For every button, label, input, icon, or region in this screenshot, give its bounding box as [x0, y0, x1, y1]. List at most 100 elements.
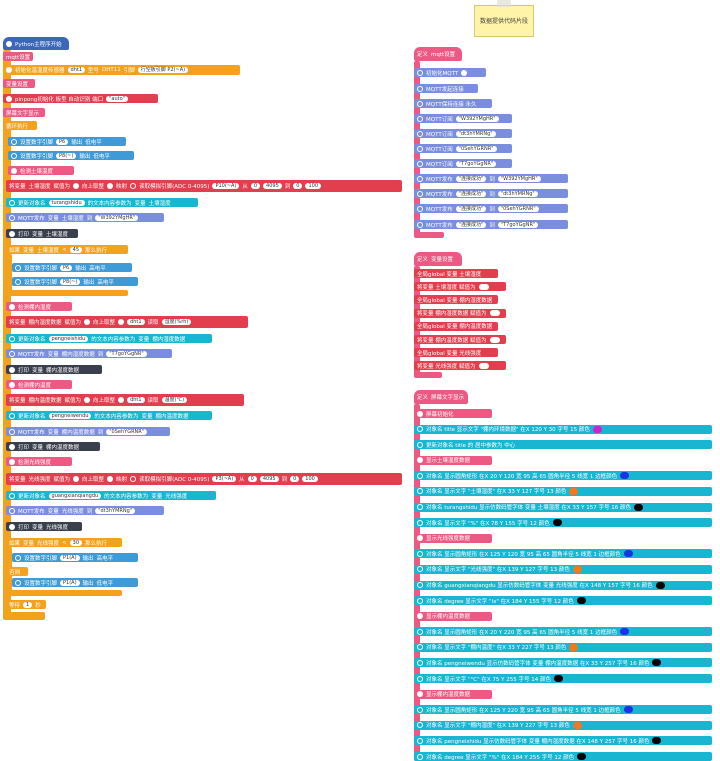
value-input[interactable]: [489, 310, 500, 317]
obj-input[interactable]: turangshidu: [48, 199, 85, 206]
set-var-block[interactable]: 将变量 棚内湿度数据 赋值为: [414, 308, 506, 318]
type-dropdown[interactable]: DHT11: [102, 67, 121, 73]
topic-input[interactable]: "dt3hYMRNg": [95, 507, 136, 514]
screen-object-block[interactable]: 对象名 title 显示文字 "棚内环境数据" 在X 120 Y 30 字号 1…: [414, 424, 712, 434]
obj-input[interactable]: pengneiwendu: [48, 412, 92, 419]
comment-air-hum[interactable]: 检测棚内湿度: [6, 302, 72, 311]
color-swatch[interactable]: [569, 643, 579, 651]
update-turangshidu[interactable]: 更新对象名 turangshidu 的文本内容参数为 变量 土壤湿度: [6, 198, 198, 207]
set-var-block[interactable]: 将变量 土壤湿度 赋值为: [414, 282, 506, 292]
color-swatch[interactable]: [576, 597, 586, 605]
set-pin-p1-high[interactable]: 设置数字引脚 P1(A) 输出 高电平: [12, 553, 138, 562]
var-dropdown[interactable]: 光线强度: [61, 508, 84, 515]
color-swatch[interactable]: [620, 472, 630, 480]
round-dropdown[interactable]: 向上取整: [93, 398, 116, 404]
level-dropdown[interactable]: 低电平: [93, 153, 110, 160]
print-air-hum[interactable]: 打印 变量 棚内湿度数据: [6, 365, 102, 374]
level-dropdown[interactable]: 低电平: [85, 139, 102, 146]
set-pin-p8-high[interactable]: 设置数字引脚 P8(~) 输出 高电平: [12, 277, 138, 286]
update-pengneiwendu[interactable]: 更新对象名 pengneiwendu 的文本内容参数为 变量 棚内温度数据: [6, 411, 212, 420]
topic-input[interactable]: "dt3hYMRNg": [455, 130, 496, 137]
dht-name-pill[interactable]: dht1: [127, 319, 145, 325]
comment-block[interactable]: 显示棚内温度数据: [414, 611, 492, 621]
dht-name-pill[interactable]: dht1: [127, 397, 145, 403]
color-swatch[interactable]: [652, 659, 662, 667]
color-swatch[interactable]: [652, 737, 662, 745]
gear-icon[interactable]: [461, 69, 468, 76]
color-swatch[interactable]: [577, 753, 587, 760]
color-swatch[interactable]: [592, 425, 602, 433]
var-dropdown[interactable]: 棚内温度数据: [28, 398, 62, 404]
pin-dropdown[interactable]: P1(A): [60, 579, 80, 586]
mqtt-connect[interactable]: MQTT发起连接: [414, 84, 478, 93]
print-soil[interactable]: 打印 变量 土壤湿度: [6, 229, 78, 238]
mqtt-keepalive[interactable]: MQTT保持连接 永久: [414, 99, 492, 108]
screen-object-block[interactable]: 对象名 显示圆角矩形 在X 125 Y 120 宽 95 高 65 圆角半径 5…: [414, 549, 712, 559]
def-var-hat[interactable]: 定义 变量设置: [414, 252, 462, 266]
update-pengneishidu[interactable]: 更新对象名 pengneishidu 的文本内容参数为 变量 棚内湿度数据: [6, 334, 212, 343]
print-light[interactable]: 打印 变量 光线强度: [6, 522, 82, 531]
dht-name-pill[interactable]: dht1: [67, 67, 85, 73]
obj-input[interactable]: guangxianqiangdu: [48, 492, 102, 499]
msg-input[interactable]: "连接成功": [455, 221, 487, 228]
topic-input[interactable]: "dt3hYMRNg": [497, 190, 538, 197]
set-pin-p6-high[interactable]: 设置数字引脚 P6 输出 高电平: [12, 263, 132, 272]
set-pin-p1-low[interactable]: 设置数字引脚 P1(A) 输出 低电平: [12, 578, 138, 587]
var-dropdown[interactable]: 土壤湿度: [28, 184, 51, 190]
mqtt-publish-4[interactable]: MQTT发布 "连接成功" 到 "T7goYGgNR": [414, 220, 568, 229]
round-dropdown[interactable]: 向上取整: [82, 184, 105, 190]
set-pin-p8-low[interactable]: 设置数字引脚 P8(~) 输出 低电平: [8, 151, 134, 160]
comment-block[interactable]: 屏幕初始化: [414, 409, 492, 418]
call-var-settings[interactable]: 变量设置: [3, 79, 35, 88]
if-soil[interactable]: 如果 变量 土壤湿度 < 45 那么执行: [6, 245, 128, 254]
var-dropdown[interactable]: 土壤湿度: [46, 231, 69, 238]
dht-init-block[interactable]: 初始化温湿度传感器 dht1 型号 DHT11 引脚 行空板引脚 P2(~A): [3, 65, 240, 75]
round-dropdown[interactable]: 向上取整: [82, 477, 105, 483]
python-main-start-hat[interactable]: Python主程序开始: [3, 37, 69, 50]
screen-object-block[interactable]: 对象名 显示文字 "土壤湿度" 在X 33 Y 127 字号 13 颜色: [414, 486, 712, 496]
screen-object-block[interactable]: 对象名 显示文字 "°C" 在X 75 Y 255 字号 14 颜色: [414, 674, 712, 684]
color-swatch[interactable]: [623, 706, 633, 714]
comment-block[interactable]: 显示光线强度数据: [414, 533, 492, 543]
num-input[interactable]: 0: [247, 476, 257, 482]
var-dropdown[interactable]: 光线强度: [165, 493, 188, 500]
color-swatch[interactable]: [552, 519, 562, 527]
round-dropdown[interactable]: 向上取整: [93, 320, 116, 326]
def-screen-hat[interactable]: 定义 屏幕文字显示: [414, 390, 468, 404]
pinpong-init-block[interactable]: pinpong初始化 板型 自动识别 端口 "auto": [3, 94, 158, 103]
var-dropdown[interactable]: 棚内温度数据: [61, 429, 95, 436]
topic-input[interactable]: "T7goYGgNR": [497, 221, 539, 228]
screen-object-block[interactable]: 对象名 degree 显示文字 "lx" 在X 184 Y 155 字号 12 …: [414, 596, 712, 606]
level-dropdown[interactable]: 低电平: [96, 580, 114, 587]
screen-object-block[interactable]: 对象名 显示文字 "%" 在X 78 Y 155 字号 12 颜色: [414, 518, 712, 528]
level-dropdown[interactable]: 高电平: [89, 265, 106, 272]
mqtt-publish-soil[interactable]: MQTT发布 变量 土壤湿度 到 "W392YMgHR": [6, 213, 164, 222]
mqtt-subscribe-2[interactable]: MQTT订阅 "dt3hYMRNg": [414, 129, 512, 138]
topic-input[interactable]: "0SehYGRNR": [455, 145, 497, 152]
var-dropdown[interactable]: 土壤湿度: [61, 215, 84, 222]
msg-input[interactable]: "连接成功": [455, 190, 487, 197]
op-dropdown[interactable]: <: [62, 246, 67, 253]
num-input[interactable]: 1: [23, 601, 33, 608]
screen-object-block[interactable]: 对象名 guangxianqiangdu 显示仿数码管字体 变量 光线强度 在X…: [414, 580, 712, 590]
pin-dropdown[interactable]: P3(~A): [212, 476, 237, 482]
func-name[interactable]: 屏幕文字显示: [431, 395, 465, 401]
color-swatch[interactable]: [572, 565, 582, 573]
port-input[interactable]: "auto": [106, 95, 128, 102]
pin-dropdown[interactable]: 行空板引脚 P2(~A): [137, 67, 189, 73]
measure-dropdown[interactable]: 湿度(%rh): [161, 319, 192, 325]
value-input[interactable]: [478, 283, 489, 290]
num-input[interactable]: 4095: [263, 183, 282, 189]
screen-object-block[interactable]: 对象名 显示文字 "光线强度" 在X 139 Y 127 字号 13 颜色: [414, 564, 712, 574]
color-swatch[interactable]: [620, 628, 630, 636]
level-dropdown[interactable]: 高电平: [96, 555, 114, 562]
msg-input[interactable]: "连接成功": [455, 205, 487, 212]
mqtt-publish-air-temp[interactable]: MQTT发布 变量 棚内温度数据 到 "0SehYGRNR": [6, 427, 170, 436]
if-light[interactable]: 如果 变量 光线强度 < 30 那么执行: [6, 538, 122, 547]
mqtt-publish-3[interactable]: MQTT发布 "连接成功" 到 "0SehYGRNR": [414, 204, 568, 213]
screen-object-block[interactable]: 对象名 显示圆角矩形 在X 20 Y 220 宽 95 高 65 圆角半径 5 …: [414, 627, 712, 637]
var-dropdown[interactable]: 光线强度: [37, 540, 60, 547]
def-mqtt-hat[interactable]: 定义 mqtt设置: [414, 47, 462, 61]
var-dropdown[interactable]: 土壤湿度: [148, 200, 171, 207]
var-dropdown[interactable]: 棚内湿度数据: [61, 351, 95, 358]
